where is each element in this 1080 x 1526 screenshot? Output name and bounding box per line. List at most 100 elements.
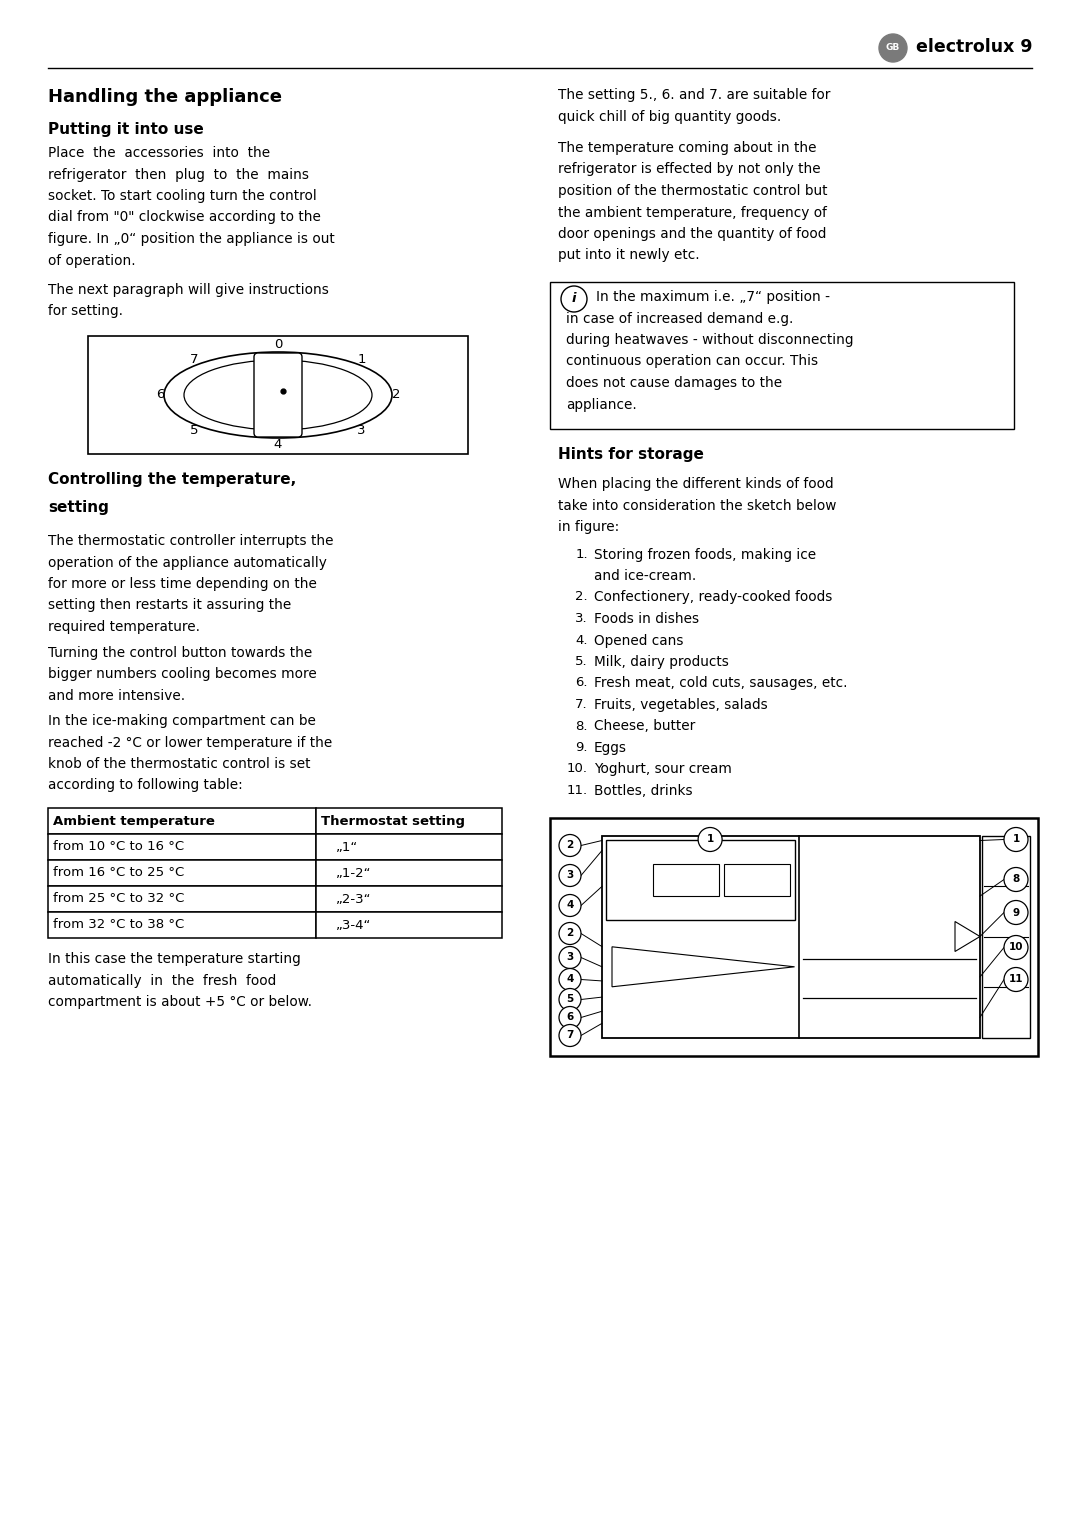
Text: during heatwaves - without disconnecting: during heatwaves - without disconnecting — [566, 333, 853, 346]
Text: 7.: 7. — [576, 697, 588, 711]
Text: Thermostat setting: Thermostat setting — [321, 815, 465, 827]
Text: 8: 8 — [1012, 874, 1020, 885]
Circle shape — [1004, 827, 1028, 852]
Text: The thermostatic controller interrupts the: The thermostatic controller interrupts t… — [48, 534, 334, 548]
Text: 6: 6 — [156, 389, 164, 401]
Text: 8.: 8. — [576, 719, 588, 732]
Text: Yoghurt, sour cream: Yoghurt, sour cream — [594, 763, 732, 777]
Text: 4: 4 — [274, 438, 282, 452]
Circle shape — [561, 285, 588, 311]
Bar — [653, 864, 719, 896]
Text: from 16 °C to 25 °C: from 16 °C to 25 °C — [53, 867, 185, 879]
Text: Controlling the temperature,: Controlling the temperature, — [48, 472, 296, 487]
Text: take into consideration the sketch below: take into consideration the sketch below — [558, 499, 836, 513]
Circle shape — [559, 894, 581, 917]
Text: 2: 2 — [566, 841, 573, 850]
Text: 5: 5 — [566, 995, 573, 1004]
Text: according to following table:: according to following table: — [48, 778, 243, 792]
Text: Ambient temperature: Ambient temperature — [53, 815, 215, 827]
Text: from 32 °C to 38 °C: from 32 °C to 38 °C — [53, 919, 185, 931]
Text: In this case the temperature starting: In this case the temperature starting — [48, 952, 300, 966]
Text: 9: 9 — [1012, 908, 1020, 917]
Bar — [48, 913, 316, 938]
Ellipse shape — [164, 353, 392, 438]
Text: Storing frozen foods, making ice: Storing frozen foods, making ice — [594, 548, 816, 562]
Text: knob of the thermostatic control is set: knob of the thermostatic control is set — [48, 757, 311, 771]
Circle shape — [698, 827, 723, 852]
Text: 9.: 9. — [576, 742, 588, 754]
Text: Fruits, vegetables, salads: Fruits, vegetables, salads — [594, 697, 768, 713]
Text: 6: 6 — [566, 1012, 573, 1022]
Circle shape — [879, 34, 907, 63]
Text: from 25 °C to 32 °C: from 25 °C to 32 °C — [53, 893, 185, 905]
Text: 11: 11 — [1009, 975, 1023, 984]
Bar — [48, 807, 316, 835]
Text: 4.: 4. — [576, 633, 588, 647]
Text: reached -2 °C or lower temperature if the: reached -2 °C or lower temperature if th… — [48, 736, 333, 749]
Bar — [316, 861, 502, 887]
Text: In the ice-making compartment can be: In the ice-making compartment can be — [48, 714, 315, 728]
Circle shape — [559, 969, 581, 990]
Text: 3: 3 — [357, 424, 366, 436]
Ellipse shape — [184, 360, 372, 430]
Text: 5: 5 — [190, 424, 199, 436]
Bar — [550, 282, 1014, 429]
Text: put into it newly etc.: put into it newly etc. — [558, 249, 700, 262]
Text: „3-4“: „3-4“ — [336, 919, 372, 931]
Bar — [316, 835, 502, 861]
Text: appliance.: appliance. — [566, 397, 637, 412]
Text: for more or less time depending on the: for more or less time depending on the — [48, 577, 316, 591]
Text: Confectionery, ready-cooked foods: Confectionery, ready-cooked foods — [594, 591, 833, 604]
Bar — [606, 839, 795, 920]
Bar — [550, 818, 1038, 1056]
Text: 3.: 3. — [576, 612, 588, 626]
Text: in case of increased demand e.g.: in case of increased demand e.g. — [566, 311, 794, 325]
Text: 2.: 2. — [576, 591, 588, 603]
Bar — [316, 887, 502, 913]
Text: does not cause damages to the: does not cause damages to the — [566, 375, 782, 391]
Text: 4: 4 — [566, 900, 573, 911]
Circle shape — [559, 946, 581, 969]
Text: In the maximum i.e. „7“ position -: In the maximum i.e. „7“ position - — [596, 290, 831, 304]
Text: quick chill of big quantity goods.: quick chill of big quantity goods. — [558, 110, 781, 124]
Polygon shape — [612, 946, 795, 987]
Text: for setting.: for setting. — [48, 305, 123, 319]
Text: Foods in dishes: Foods in dishes — [594, 612, 699, 626]
Text: socket. To start cooling turn the control: socket. To start cooling turn the contro… — [48, 189, 316, 203]
Text: Milk, dairy products: Milk, dairy products — [594, 655, 729, 668]
Text: refrigerator is effected by not only the: refrigerator is effected by not only the — [558, 162, 821, 177]
Text: figure. In „0“ position the appliance is out: figure. In „0“ position the appliance is… — [48, 232, 335, 246]
Circle shape — [1004, 867, 1028, 891]
Bar — [87, 336, 468, 455]
Circle shape — [559, 923, 581, 945]
Text: compartment is about +5 °C or below.: compartment is about +5 °C or below. — [48, 995, 312, 1009]
Text: 3: 3 — [566, 870, 573, 881]
Polygon shape — [955, 922, 980, 952]
Text: bigger numbers cooling becomes more: bigger numbers cooling becomes more — [48, 667, 316, 681]
Text: Putting it into use: Putting it into use — [48, 122, 204, 137]
Text: 4: 4 — [566, 975, 573, 984]
Bar — [602, 836, 980, 1038]
Text: from 10 °C to 16 °C: from 10 °C to 16 °C — [53, 841, 184, 853]
Text: Hints for storage: Hints for storage — [558, 447, 704, 462]
Text: required temperature.: required temperature. — [48, 620, 200, 633]
Text: setting: setting — [48, 501, 109, 514]
Text: of operation.: of operation. — [48, 253, 136, 267]
Text: in figure:: in figure: — [558, 520, 619, 534]
Text: „1“: „1“ — [336, 841, 359, 853]
Text: Handling the appliance: Handling the appliance — [48, 89, 282, 105]
Text: 10.: 10. — [567, 763, 588, 775]
Bar — [316, 807, 502, 835]
Text: Cheese, butter: Cheese, butter — [594, 719, 696, 734]
Circle shape — [1004, 935, 1028, 960]
Text: Opened cans: Opened cans — [594, 633, 684, 647]
FancyBboxPatch shape — [254, 353, 302, 436]
Text: When placing the different kinds of food: When placing the different kinds of food — [558, 478, 834, 491]
Circle shape — [1004, 967, 1028, 992]
Text: 1: 1 — [1012, 835, 1020, 844]
Bar — [48, 835, 316, 861]
Text: and more intensive.: and more intensive. — [48, 688, 185, 702]
Text: and ice-cream.: and ice-cream. — [594, 569, 697, 583]
Bar — [982, 836, 1030, 1038]
Text: electrolux 9: electrolux 9 — [916, 38, 1032, 56]
